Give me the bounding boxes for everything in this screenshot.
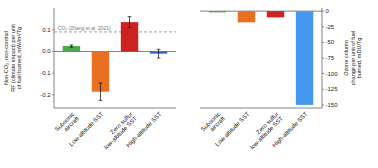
y-tick: [52, 51, 54, 52]
y-tick: [322, 89, 324, 90]
y-tick-label: -150: [326, 102, 339, 108]
y-tick: [322, 58, 324, 59]
bar: [296, 11, 313, 105]
x-tick-label: Subsonicaircraft: [200, 111, 226, 137]
y-tick-label: -75: [326, 55, 335, 61]
y-tick: [322, 11, 324, 12]
error-bar: [70, 45, 74, 47]
x-axis-line: [200, 108, 322, 109]
y-tick-label: -125: [326, 86, 339, 92]
error-bar: [128, 17, 132, 28]
error-bar: [157, 49, 161, 58]
y-axis-line: [54, 8, 55, 108]
chart: CO₂ (Zhang et al. 2021) -0.2 -0.1 0.0 0.1 Sub…: [0, 0, 378, 168]
x-tick-label: Low-altitude SST: [68, 111, 105, 148]
x-tick-label: High-altitude SST: [271, 111, 309, 149]
y-tick-label: 0.1: [42, 27, 51, 33]
y-tick-label: -50: [326, 39, 335, 45]
bar: [238, 11, 255, 22]
x-axis-line: [54, 108, 176, 109]
y-tick: [322, 73, 324, 74]
y-tick: [322, 42, 324, 43]
y-tick-label: 0.0: [42, 48, 51, 54]
plot-area: [200, 11, 322, 105]
panel: CO₂ (Zhang et al. 2021) -0.2 -0.1 0.0 0.1 Sub…: [3, 8, 176, 150]
reference-line: [54, 31, 176, 32]
x-tick-label: Subsonicaircraft: [54, 111, 80, 137]
y-tick-label: -0.2: [40, 92, 51, 98]
y-tick-label: 0: [326, 8, 330, 14]
y-tick-label: -0.1: [40, 70, 51, 76]
y-tick-label: -100: [326, 71, 339, 77]
y-tick: [52, 94, 54, 95]
panel: 0 -25 -50 -75 -100 -125 -150 SubsonicaircraftLo…: [200, 8, 362, 150]
y-axis-label: Non-CO₂, non-contrailRF (climate impact)…: [3, 24, 22, 92]
x-tick-label: Low-altitude SST: [214, 111, 251, 148]
y-tick: [322, 104, 324, 105]
y-tick: [322, 26, 324, 27]
plot-area: [54, 17, 176, 101]
y-tick: [52, 29, 54, 30]
bar: [209, 11, 226, 12]
y-tick: [52, 73, 54, 74]
y-axis-label: Ozone columnchange per unit of fuelburne…: [343, 31, 362, 85]
y-tick-label: -25: [326, 24, 335, 30]
bar: [267, 11, 284, 17]
x-tick-label: High-altitude SST: [125, 111, 163, 149]
annotation: CO₂ (Zhang et al. 2021): [58, 25, 111, 31]
error-bar: [99, 83, 103, 100]
